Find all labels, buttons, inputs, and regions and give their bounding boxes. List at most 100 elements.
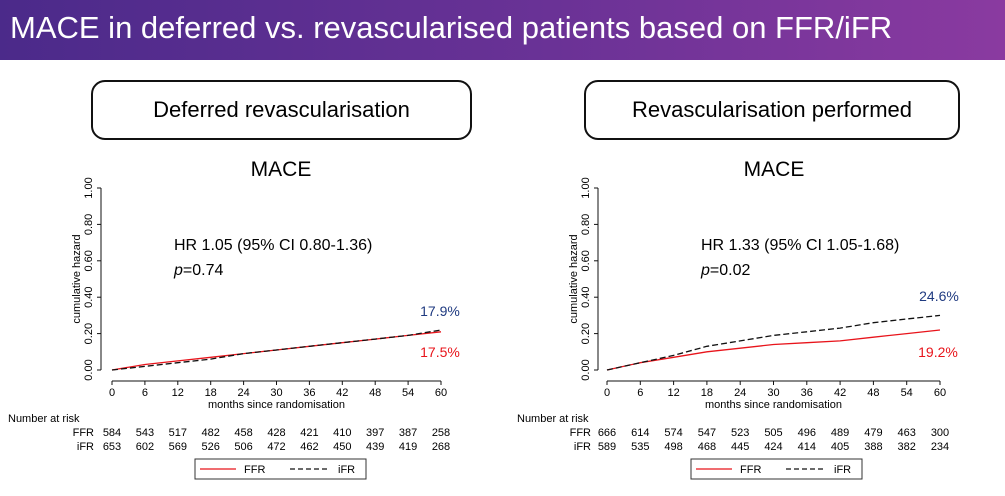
legend-box [194,458,367,480]
p-annotation: p=0.74 [173,262,223,279]
risk-cell-ifr: 424 [764,441,782,453]
series-line-ffr [606,329,941,371]
risk-cell-ffr: 458 [234,427,252,439]
x-axis-label: months since randomisation [208,399,345,411]
y-tick-label: 0.20 [580,323,592,344]
risk-cell-ifr: 653 [103,441,121,453]
y-tick-label: 0.00 [580,359,592,380]
y-tick-label: 1.00 [580,177,592,198]
panel-deferred: Deferred revascularisation MACE 0.00 0.20… [0,0,502,496]
series-line-ifr [606,314,941,371]
risk-cell-ffr: 300 [931,427,949,439]
page-title: MACE in deferred vs. revascularised pati… [10,10,893,45]
y-axis-label: cumulative hazard [71,234,83,323]
chart-title: MACE [251,158,312,181]
p-label: p [700,262,710,279]
chart-title: MACE [744,158,805,181]
y-tick-label: 0.40 [580,286,592,307]
x-tick-label: 60 [435,387,447,399]
panel-header-text: Deferred revascularisation [153,97,410,122]
x-tick-label: 0 [109,387,115,399]
risk-cell-ffr: 489 [831,427,849,439]
risk-table-title: Number at risk [517,413,589,425]
risk-cell-ffr: 479 [864,427,882,439]
risk-cell-ffr: 584 [103,427,121,439]
risk-cell-ifr: 450 [333,441,351,453]
series-line-ifr [111,329,442,371]
axes-group: 0.00 0.20 0.40 0.60 0.80 1.00 0 6 12 18 24 30 36 42 48… [71,177,447,411]
x-tick-label: 30 [270,387,282,399]
risk-row-label-ifr: iFR [77,441,94,453]
risk-cell-ifr: 498 [664,441,682,453]
risk-cell-ffr: 523 [731,427,749,439]
x-tick-label: 30 [767,387,779,399]
risk-row-label-ifr: iFR [574,441,591,453]
y-tick-label: 1.00 [83,177,95,198]
risk-row-label-ffr: FFR [570,427,591,439]
x-tick-label: 18 [205,387,217,399]
risk-cell-ffr: 496 [798,427,816,439]
x-tick-label: 54 [901,387,913,399]
ifr-end-label: 24.6% [919,288,959,304]
ffr-end-label: 17.5% [420,344,460,360]
x-tick-label: 24 [237,387,249,399]
x-tick-label: 12 [172,387,184,399]
risk-cell-ffr: 428 [267,427,285,439]
x-axis-label: months since randomisation [705,399,842,411]
risk-cell-ifr: 234 [931,441,949,453]
x-tick-label: 60 [934,387,946,399]
risk-cell-ifr: 414 [798,441,816,453]
x-tick-label: 48 [369,387,381,399]
hr-annotation: HR 1.05 (95% CI 0.80-1.36) [174,237,372,254]
legend-ifr-label: iFR [834,464,851,476]
risk-cell-ifr: 602 [136,441,154,453]
title-banner: MACE in deferred vs. revascularised pati… [0,0,1005,60]
risk-row-label-ffr: FFR [73,427,94,439]
risk-cell-ffr: 517 [169,427,187,439]
x-tick-label: 36 [303,387,315,399]
risk-cell-ffr: 410 [333,427,351,439]
risk-cell-ifr: 526 [202,441,220,453]
risk-cell-ifr: 268 [432,441,450,453]
y-tick-label: 0.60 [83,250,95,271]
y-axis-label: cumulative hazard [568,234,580,323]
risk-cell-ifr: 506 [234,441,252,453]
panel-header-box: Deferred revascularisation [91,80,472,140]
risk-cell-ffr: 574 [664,427,682,439]
x-tick-label: 36 [801,387,813,399]
y-tick-label: 0.40 [83,286,95,307]
risk-cell-ffr: 505 [764,427,782,439]
risk-cell-ifr: 405 [831,441,849,453]
x-tick-label: 48 [867,387,879,399]
y-tick-label: 0.80 [83,214,95,235]
p-label: p [173,262,183,279]
risk-cell-ffr: 421 [300,427,318,439]
risk-cell-ifr: 569 [169,441,187,453]
x-tick-label: 24 [734,387,746,399]
risk-cell-ifr: 472 [267,441,285,453]
risk-cell-ifr: 419 [399,441,417,453]
axes-group: 0.00 0.20 0.40 0.60 0.80 1.00 0 6 12 18 24 30 36 42 48… [568,177,946,411]
x-tick-label: 0 [604,387,610,399]
risk-table: 584 653 543 602 517 569 482 526 458 506 428 472 421 4… [103,427,450,453]
risk-cell-ifr: 462 [300,441,318,453]
y-tick-label: 0.80 [580,214,592,235]
risk-cell-ifr: 439 [366,441,384,453]
risk-table-title: Number at risk [8,413,80,425]
risk-cell-ifr: 589 [598,441,616,453]
panel-header-text: Revascularisation performed [631,97,913,122]
x-tick-label: 54 [402,387,414,399]
x-tick-label: 18 [701,387,713,399]
y-tick-label: 0.00 [83,359,95,380]
lines-group [606,314,941,371]
risk-cell-ffr: 397 [366,427,384,439]
risk-cell-ffr: 463 [898,427,916,439]
risk-cell-ffr: 387 [399,427,417,439]
risk-cell-ifr: 468 [698,441,716,453]
p-value: =0.74 [183,262,224,279]
risk-cell-ifr: 535 [631,441,649,453]
y-tick-label: 0.60 [580,250,592,271]
lines-group [111,329,442,371]
legend-ffr-label: FFR [244,464,265,476]
ffr-end-label: 19.2% [918,344,958,360]
